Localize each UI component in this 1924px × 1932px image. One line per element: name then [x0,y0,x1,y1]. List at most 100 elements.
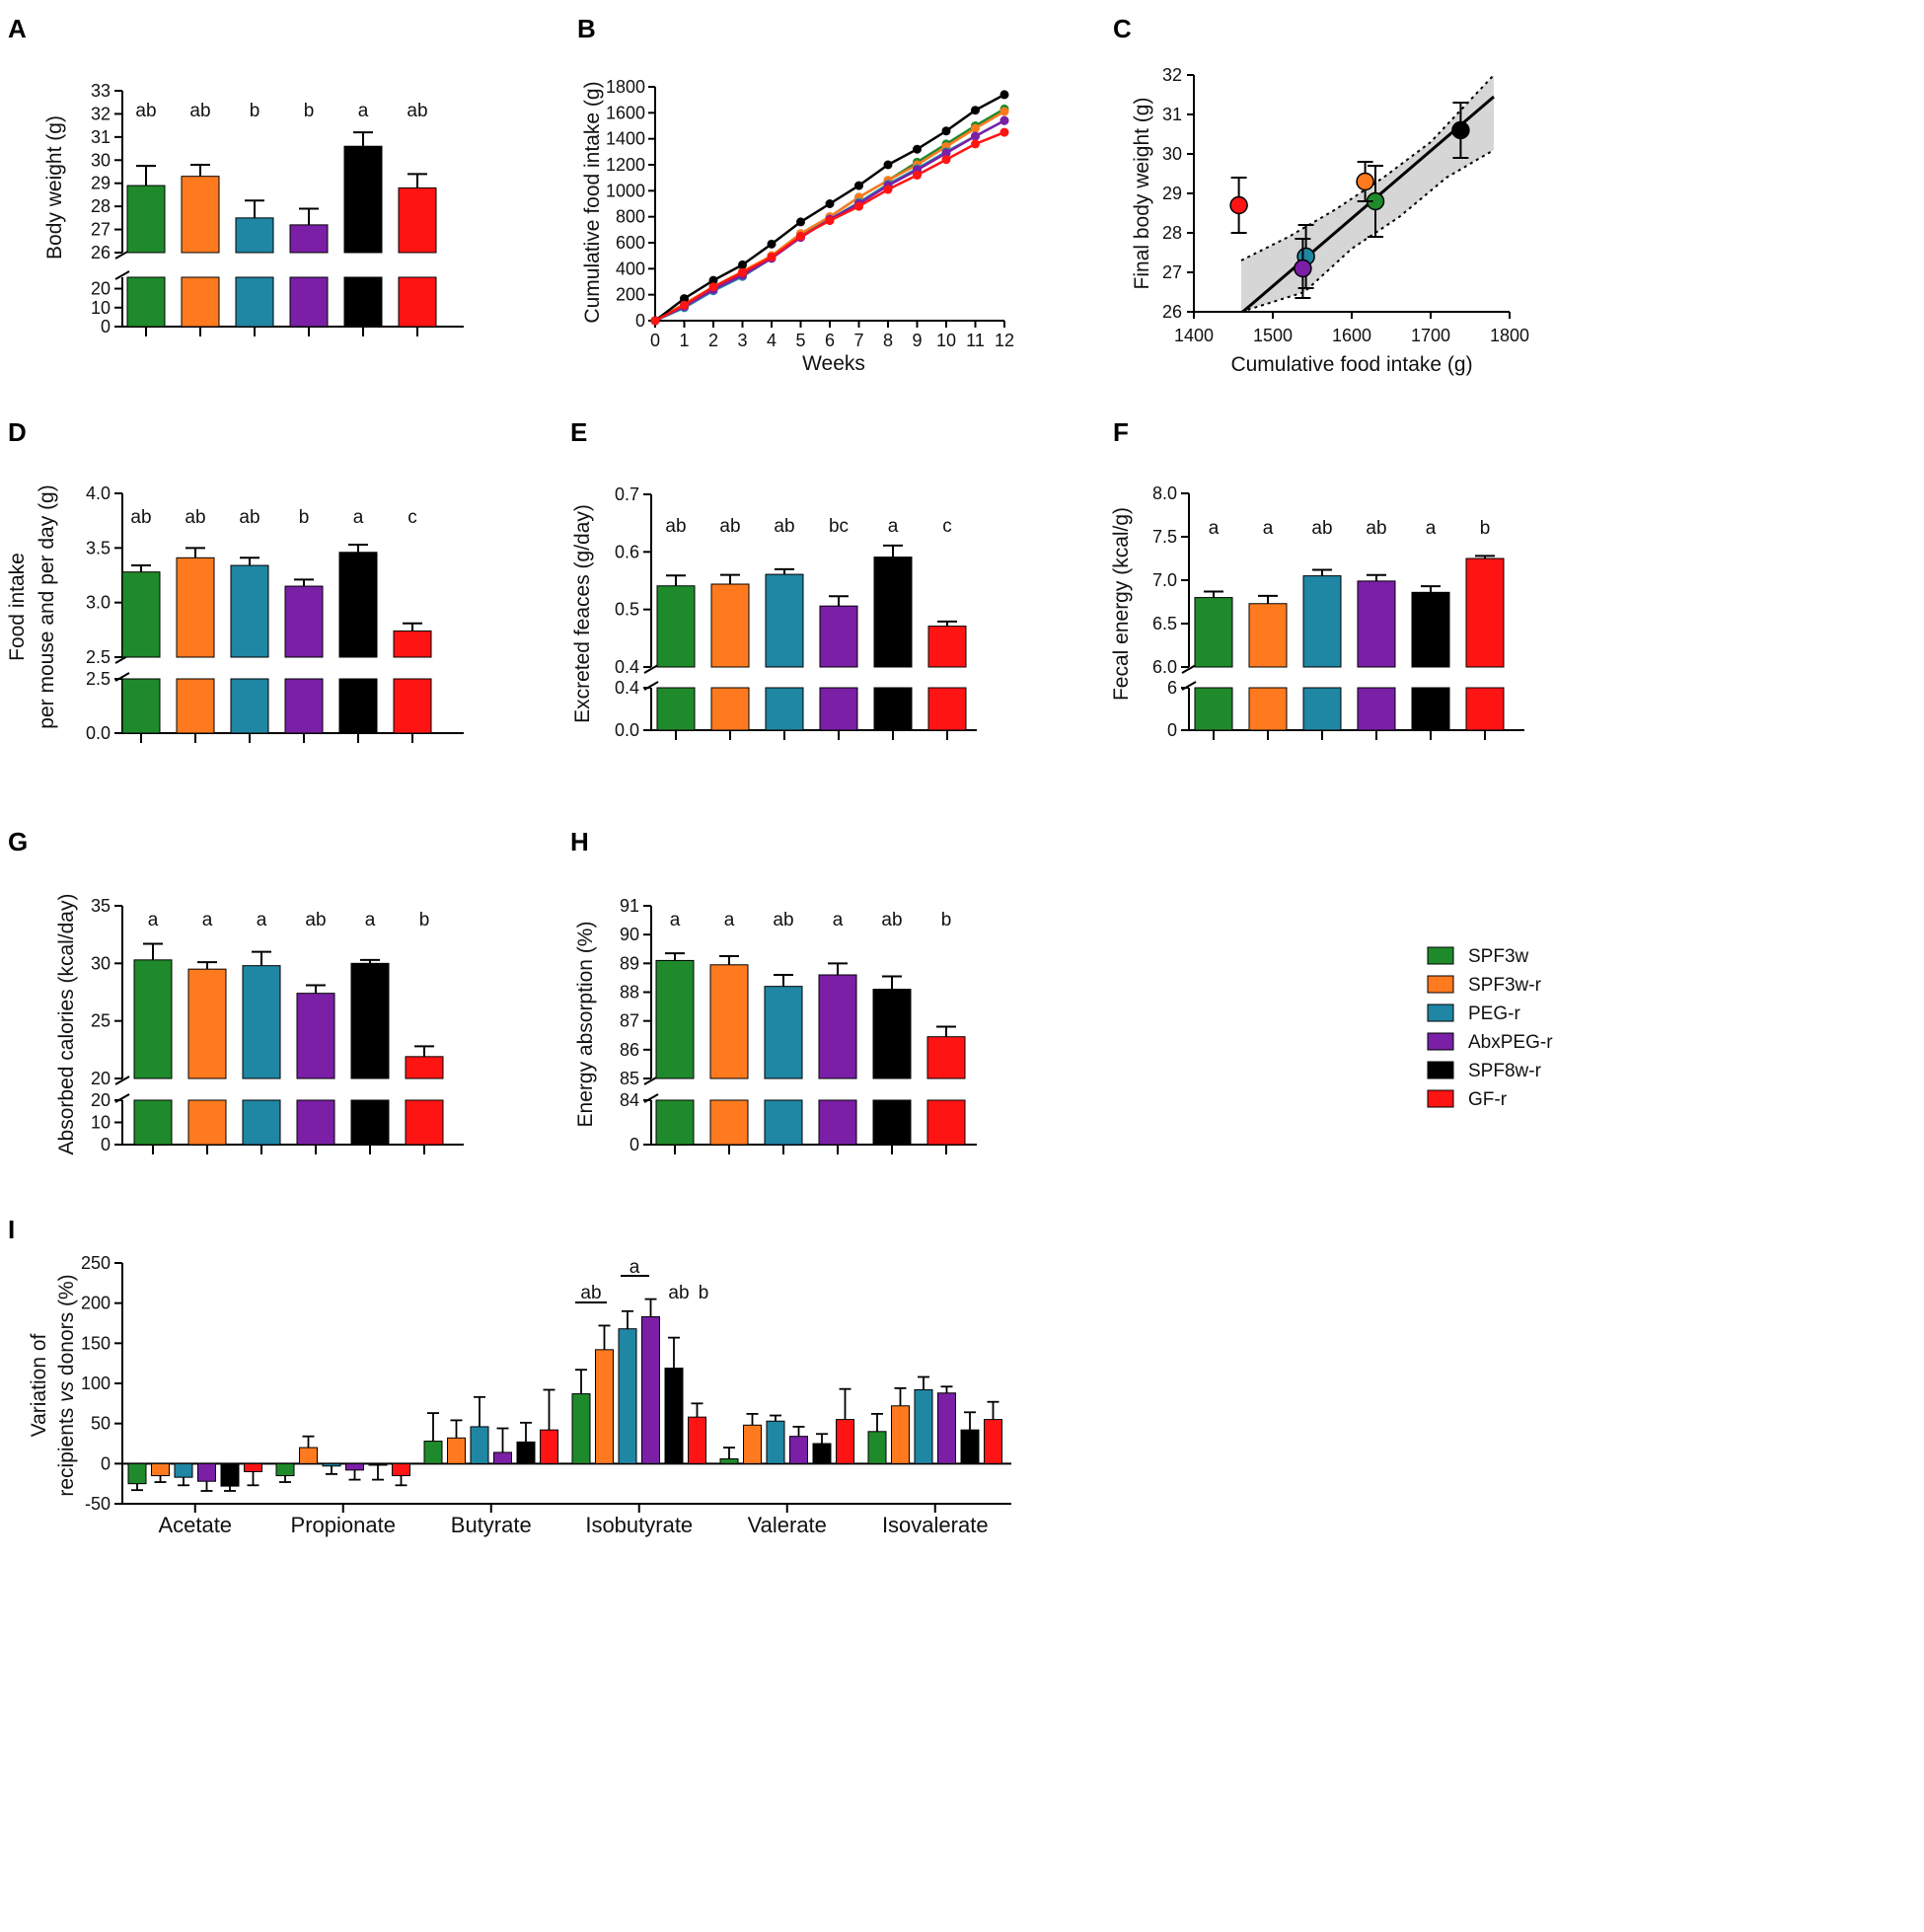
y-tick-label: 1400 [606,129,645,149]
significance-letter: ab [881,910,902,930]
bar-upper-PEG-r [242,965,281,1079]
bar-upper-SPF3w-r [710,583,750,668]
y-tick-label: 0.0 [615,720,639,740]
bar-lower-SPF8w-r [343,276,383,328]
bar-lower-AbxPEG-r [1357,687,1396,731]
y-tick-label: 26 [91,243,111,262]
y-tick-label: 90 [620,925,639,944]
data-point-GF-r [971,139,980,149]
category-label: Propionate [291,1513,396,1537]
y-tick-label: 0.5 [615,600,639,620]
bar-SPF3w-r [299,1447,318,1464]
legend-swatch-SPF8w-r [1427,1061,1454,1079]
x-tick-label: 11 [966,331,985,350]
bar-lower-GF-r [927,687,967,731]
category-label: Butyrate [451,1513,532,1537]
significance-letter: ab [135,101,156,121]
bar-lower-SPF3w-r [710,687,750,731]
data-point-GF-r [883,185,893,194]
bar-SPF3w [571,1393,591,1464]
bar-lower-AbxPEG-r [819,687,858,731]
y-tick-label: 10 [91,1113,111,1133]
bar-upper-GF-r [927,626,967,668]
significance-letter: b [699,1283,709,1303]
y-tick-label: 6 [1167,678,1177,698]
y-tick-label: 0 [1167,720,1177,740]
y-tick-label: 28 [1162,223,1182,243]
y-axis-title-part: vs [55,1380,78,1402]
bar-upper-SPF3w [656,585,696,668]
data-point-SPF8w-r [825,199,835,208]
y-tick-label: 150 [81,1333,111,1353]
x-tick-label: 4 [767,331,777,350]
data-point-SPF3w-r [999,107,1009,116]
confidence-band [1241,75,1494,312]
y-tick-label: 26 [1162,302,1182,322]
bar-lower-SPF3w-r [176,678,215,734]
axis-break [114,1076,130,1085]
bar-lower-PEG-r [1302,687,1342,731]
y-tick-label: 29 [1162,184,1182,203]
legend-swatch-SPF3w-r [1427,975,1454,994]
y-tick-label: 33 [91,81,111,101]
bar-lower-SPF3w-r [709,1099,749,1146]
bar-upper-GF-r [926,1036,966,1079]
y-tick-label: 1600 [606,103,645,122]
bar-SPF3w [423,1441,443,1464]
axis-break [114,270,130,280]
x-tick-label: 0 [650,331,660,350]
data-point-GF-r [767,252,777,261]
y-tick-label: -50 [85,1494,111,1514]
x-tick-label: 6 [825,331,835,350]
y-tick-label: 28 [91,196,111,216]
x-tick-label: 3 [737,331,747,350]
bar-upper-SPF3w-r [187,968,227,1079]
significance-letter: b [1480,518,1491,539]
panel-label-I: I [8,1215,15,1244]
bar-lower-SPF3w-r [1248,687,1288,731]
y-tick-label: 25 [91,1011,111,1031]
x-axis-title: Weeks [802,352,865,375]
y-tick-label: 2.5 [86,669,111,689]
bar-PEG-r [766,1420,785,1464]
significance-letter: a [629,1257,640,1278]
y-axis-title: Variation of [28,1333,50,1437]
y-axis-title: Body weight (g) [43,115,66,260]
y-tick-label: 3.5 [86,538,111,557]
significance-letter: a [833,910,844,930]
y-axis-title: Excreted feaces (g/day) [571,504,594,723]
significance-letter: a [1209,518,1220,539]
bar-upper-GF-r [1465,557,1505,668]
bar-lower-SPF3w [133,1099,173,1146]
panel-label-F: F [1113,417,1129,447]
y-tick-label: 20 [91,279,111,299]
x-tick-label: 7 [853,331,863,350]
data-point-AbxPEG-r [941,148,951,158]
data-point-SPF8w-r [796,217,805,227]
y-axis-title: Absorbed calories (kcal/day) [55,894,78,1155]
data-point-SPF8w-r [854,181,863,190]
y-tick-label: 35 [91,896,111,916]
bar-SPF3w [719,1457,739,1464]
significance-letter: a [358,101,369,121]
bar-SPF8w-r [664,1368,684,1464]
y-tick-label: 32 [1162,65,1182,85]
significance-letter: a [888,516,899,537]
significance-letter: ab [1311,518,1332,539]
bar-AbxPEG-r [345,1462,364,1471]
x-tick-label: 5 [795,331,805,350]
legend-swatch-AbxPEG-r [1427,1032,1454,1051]
data-point-SPF8w-r [738,260,747,269]
y-tick-label: 91 [620,896,639,916]
bar-upper-SPF8w-r [1411,591,1450,668]
y-tick-label: 87 [620,1011,639,1031]
y-tick-label: 7.0 [1152,570,1177,590]
y-tick-label: 27 [91,220,111,240]
bar-AbxPEG-r [789,1436,808,1464]
bar-upper-SPF3w [133,959,173,1079]
y-tick-label: 10 [91,298,111,318]
bar-lower-GF-r [1465,687,1505,731]
bar-lower-PEG-r [235,276,274,328]
data-point-SPF8w-r [1451,120,1470,140]
significance-letter: ab [239,507,259,528]
